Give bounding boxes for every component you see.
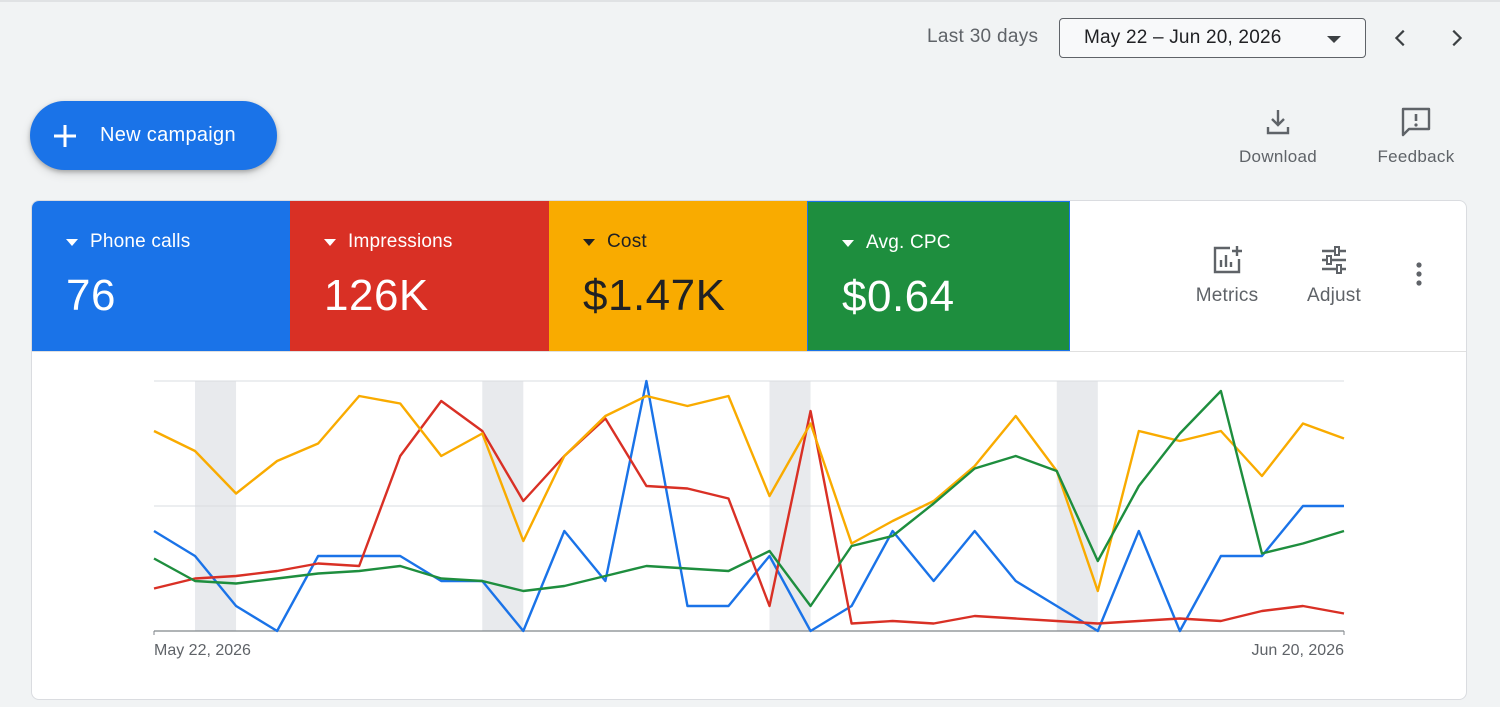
next-period-button[interactable] (1438, 20, 1474, 56)
metric-label: Phone calls (90, 231, 191, 252)
date-range-label: Last 30 days (927, 26, 1039, 47)
download-button[interactable]: Download (1237, 105, 1319, 167)
add-chart-icon (1213, 246, 1242, 274)
metric-value: $1.47K (583, 271, 726, 320)
dropdown-caret-icon (1327, 36, 1341, 43)
tune-icon (1322, 246, 1346, 274)
series-line-avg-cpc (153, 389, 1345, 608)
dropdown-arrow-icon (842, 239, 854, 247)
plus-icon (54, 124, 76, 147)
adjust-label: Adjust (1306, 285, 1361, 306)
metric-value: 76 (66, 271, 116, 320)
new-campaign-label: New campaign (100, 124, 236, 146)
new-campaign-button[interactable]: New campaign (30, 101, 277, 170)
x-axis-start-label: May 22, 2026 (154, 642, 251, 659)
metric-label: Avg. CPC (866, 232, 951, 253)
metric-tile-cost[interactable]: Cost $1.47K (549, 201, 807, 351)
metric-tiles: Phone calls 76 Impressions 126K Cost $1.… (32, 201, 1070, 351)
dropdown-arrow-icon (324, 238, 336, 246)
download-icon (1266, 110, 1290, 135)
metrics-button[interactable]: Metrics (1187, 243, 1267, 307)
more-options-icon[interactable] (1404, 259, 1434, 289)
chevron-left-icon (1394, 29, 1405, 47)
x-axis-end-label: Jun 20, 2026 (1251, 642, 1344, 659)
metric-tile-impressions[interactable]: Impressions 126K (290, 201, 549, 351)
top-border (0, 0, 1500, 2)
adjust-button[interactable]: Adjust (1294, 243, 1374, 307)
card-divider (32, 351, 1466, 352)
feedback-label: Feedback (1377, 147, 1455, 166)
chevron-right-icon (1452, 29, 1463, 47)
series-line-cost (153, 394, 1345, 593)
chart-gridlines (153, 380, 1345, 635)
series-line-impressions (153, 399, 1345, 625)
dropdown-arrow-icon (66, 238, 78, 246)
metric-tile-phone-calls[interactable]: Phone calls 76 (32, 201, 290, 351)
dropdown-arrow-icon (583, 238, 595, 246)
metric-value: $0.64 (842, 272, 955, 321)
series-line-phone-calls (153, 379, 1344, 633)
feedback-button[interactable]: Feedback (1375, 105, 1457, 167)
metric-value: 126K (324, 271, 429, 320)
metric-label: Impressions (348, 231, 453, 252)
date-range-dropdown[interactable]: May 22 – Jun 20, 2026 (1059, 18, 1366, 58)
date-range-value: May 22 – Jun 20, 2026 (1084, 27, 1282, 48)
metric-label: Cost (607, 231, 647, 252)
previous-period-button[interactable] (1383, 20, 1419, 56)
feedback-icon (1401, 107, 1431, 137)
metrics-label: Metrics (1195, 285, 1259, 306)
performance-card: Phone calls 76 Impressions 126K Cost $1.… (31, 200, 1467, 700)
metric-tile-avg-cpc[interactable]: Avg. CPC $0.64 (807, 201, 1070, 351)
performance-chart: May 22, 2026 Jun 20, 2026 (153, 379, 1345, 659)
download-label: Download (1238, 147, 1317, 166)
chart-series (153, 379, 1345, 633)
